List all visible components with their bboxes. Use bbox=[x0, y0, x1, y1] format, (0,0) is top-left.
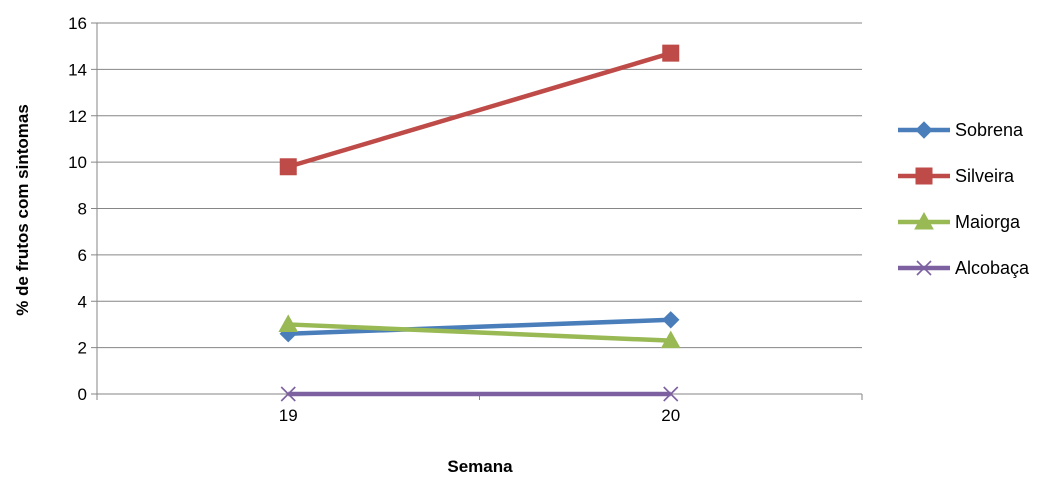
legend-label: Alcobaça bbox=[955, 258, 1030, 278]
y-tick-label: 14 bbox=[68, 60, 87, 79]
series-alcobaça bbox=[280, 386, 679, 402]
x-tick-label: 19 bbox=[279, 406, 298, 425]
legend-label: Silveira bbox=[955, 166, 1015, 186]
y-tick-label: 4 bbox=[78, 292, 87, 311]
x-tick-label: 20 bbox=[661, 406, 680, 425]
data-point bbox=[660, 330, 681, 349]
x-axis-ticks: 19 20 bbox=[96, 394, 863, 425]
data-point bbox=[279, 158, 297, 176]
legend-item: Sobrena bbox=[898, 120, 1024, 140]
y-tick-label: 10 bbox=[68, 153, 87, 172]
series-line bbox=[288, 322, 671, 343]
series-silveira bbox=[279, 44, 680, 176]
gridlines bbox=[97, 22, 862, 349]
y-tick-label: 2 bbox=[78, 339, 87, 358]
legend-marker bbox=[914, 211, 934, 230]
legend-label: Maiorga bbox=[955, 212, 1021, 232]
series-group bbox=[278, 44, 681, 402]
legend-item: Alcobaça bbox=[898, 258, 1030, 278]
y-tick-label: 0 bbox=[78, 385, 87, 404]
legend-item: Maiorga bbox=[898, 211, 1021, 232]
data-point bbox=[662, 311, 680, 329]
series-maiorga bbox=[278, 314, 681, 349]
legend-marker bbox=[915, 121, 933, 139]
series-line bbox=[287, 50, 672, 169]
y-tick-label: 6 bbox=[78, 246, 87, 265]
series-sobrena bbox=[279, 311, 680, 343]
y-axis-title: % de frutos com sintomas bbox=[13, 104, 32, 316]
data-point bbox=[662, 44, 680, 62]
series-line bbox=[288, 317, 671, 336]
y-tick-label: 12 bbox=[68, 107, 87, 126]
data-point bbox=[280, 386, 296, 402]
legend-label: Sobrena bbox=[955, 120, 1024, 140]
y-tick-label: 16 bbox=[68, 14, 87, 33]
legend-marker bbox=[916, 260, 932, 276]
data-point bbox=[278, 314, 299, 332]
x-axis-title: Semana bbox=[447, 457, 513, 476]
y-tick-label: 8 bbox=[78, 200, 87, 219]
legend-marker bbox=[915, 167, 933, 185]
legend-item: Silveira bbox=[898, 166, 1015, 186]
y-axis-ticks: 0 2 4 6 8 10 12 14 16 bbox=[68, 14, 97, 404]
data-point bbox=[663, 386, 679, 402]
legend: Sobrena Silveira Maiorga Alcobaça bbox=[898, 120, 1030, 278]
